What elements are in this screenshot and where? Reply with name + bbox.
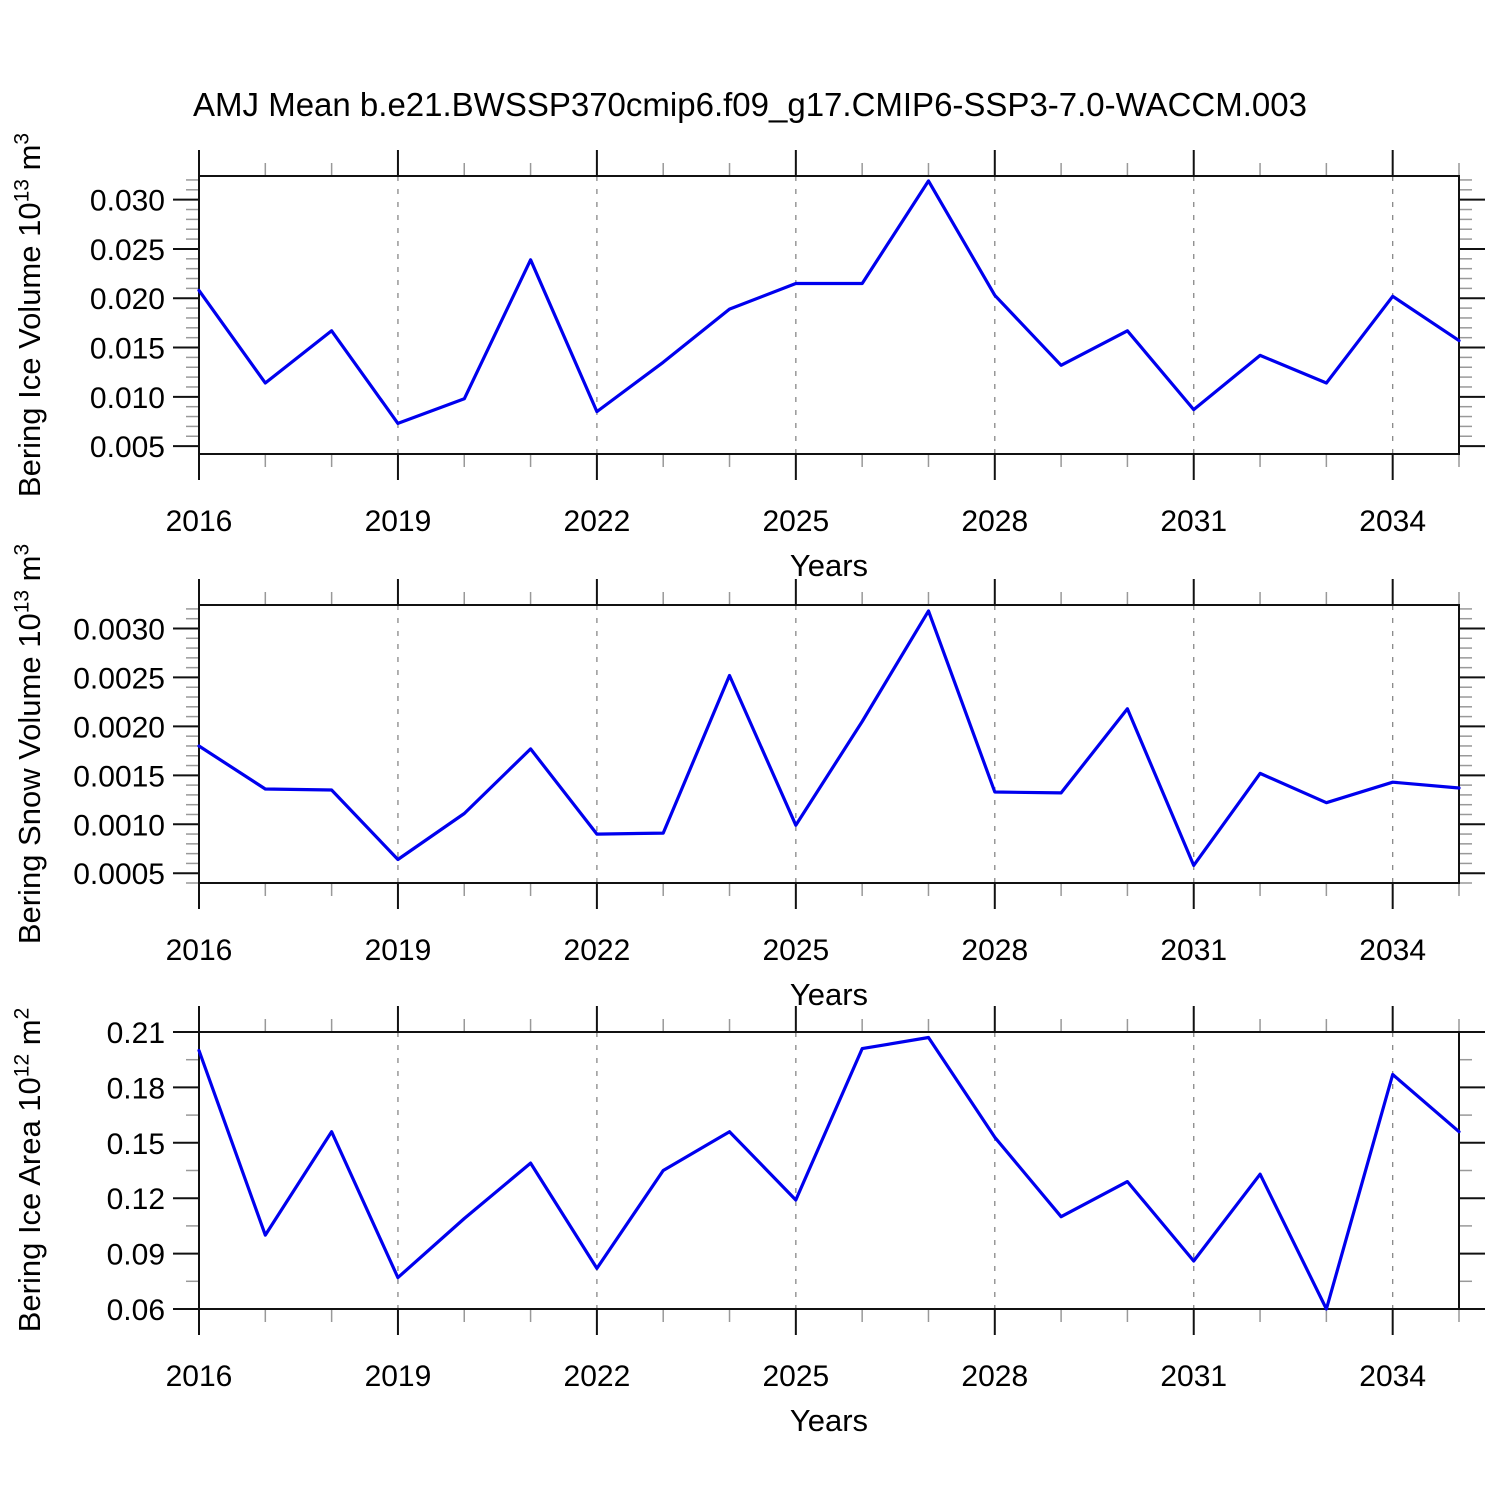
x-tick-label: 2022: [564, 934, 631, 967]
chart-title: AMJ Mean b.e21.BWSSP370cmip6.f09_g17.CMI…: [193, 86, 1307, 123]
x-tick-label: 2022: [564, 1360, 631, 1393]
y-tick-label: 0.0025: [73, 662, 165, 695]
x-tick-label: 2034: [1359, 934, 1426, 967]
exponent: 3: [10, 132, 34, 145]
bering-ice-area-panel: 2016 2019 2022 2025 2028 2031 2034 Years 0.06 0.0…: [107, 1006, 1485, 1438]
y-tick-label: 0.0020: [73, 711, 165, 744]
x-tick-label: 2025: [762, 505, 829, 538]
exponent: 3: [10, 543, 34, 556]
y-tick-label: 0.015: [90, 333, 165, 366]
y-tick-label: 0.010: [90, 382, 165, 415]
x-tick-label: 2016: [166, 934, 233, 967]
x-tick-label: 2028: [961, 505, 1028, 538]
x-tick-label: 2034: [1359, 1360, 1426, 1393]
y-tick-label: 0.020: [90, 283, 165, 316]
y-axis-title-snow-volume: Bering Snow Volume 1013 m3: [10, 543, 47, 945]
y-tick-label: 0.06: [107, 1294, 165, 1327]
y-tick-label: 0.025: [90, 234, 165, 267]
y-tick-label: 0.0005: [73, 858, 165, 891]
x-tick-label: 2031: [1160, 505, 1227, 538]
y-axis-title-ice-area: Bering Ice Area 1012 m2: [10, 1007, 47, 1333]
x-tick-label: 2019: [365, 505, 432, 538]
x-tick-label: 2019: [365, 934, 432, 967]
y-tick-label: 0.18: [107, 1072, 165, 1105]
exponent: 2: [10, 1007, 34, 1020]
exponent: 13: [10, 179, 34, 203]
y-axis-title-ice-volume: Bering Ice Volume 1013 m3: [10, 132, 47, 498]
plot-frame: [198, 1031, 1460, 1310]
y-tick-label: 0.0015: [73, 760, 165, 793]
y-tick-label: 0.12: [107, 1183, 165, 1216]
x-tick-label: 2025: [762, 1360, 829, 1393]
x-tick-label: 2031: [1160, 1360, 1227, 1393]
x-tick-label: 2031: [1160, 934, 1227, 967]
x-axis-title: Years: [790, 977, 868, 1012]
x-tick-label: 2022: [564, 505, 631, 538]
x-tick-label: 2016: [166, 1360, 233, 1393]
x-tick-label: 2028: [961, 934, 1028, 967]
exponent: 12: [10, 1053, 34, 1078]
bering-ice-volume-panel: 2016 2019 2022 2025 2028 2031 2034 Years 0.005 0.…: [90, 150, 1485, 583]
plot-frame: [198, 175, 1460, 455]
bering-snow-volume-series-line: [197, 609, 1461, 868]
x-tick-label: 2028: [961, 1360, 1028, 1393]
x-axis-title: Years: [790, 1403, 868, 1438]
x-tick-label: 2034: [1359, 505, 1426, 538]
bering-ice-area-series-line: [197, 1035, 1461, 1311]
y-tick-label: 0.0010: [73, 809, 165, 842]
y-tick-label: 0.0030: [73, 613, 165, 646]
x-tick-label: 2025: [762, 934, 829, 967]
plot-frame: [198, 604, 1460, 884]
y-tick-label: 0.09: [107, 1239, 165, 1272]
x-axis-title: Years: [790, 548, 868, 583]
bering-ice-volume-series-line: [197, 179, 1461, 425]
x-tick-label: 2016: [166, 505, 233, 538]
y-tick-label: 0.030: [90, 185, 165, 218]
bering-snow-volume-panel: 2016 2019 2022 2025 2028 2031 2034 Years 0.0005 0…: [73, 579, 1485, 1012]
x-tick-label: 2019: [365, 1360, 432, 1393]
y-tick-label: 0.15: [107, 1128, 165, 1161]
y-tick-label: 0.21: [107, 1017, 165, 1050]
y-tick-label: 0.005: [90, 431, 165, 464]
exponent: 13: [10, 589, 34, 614]
